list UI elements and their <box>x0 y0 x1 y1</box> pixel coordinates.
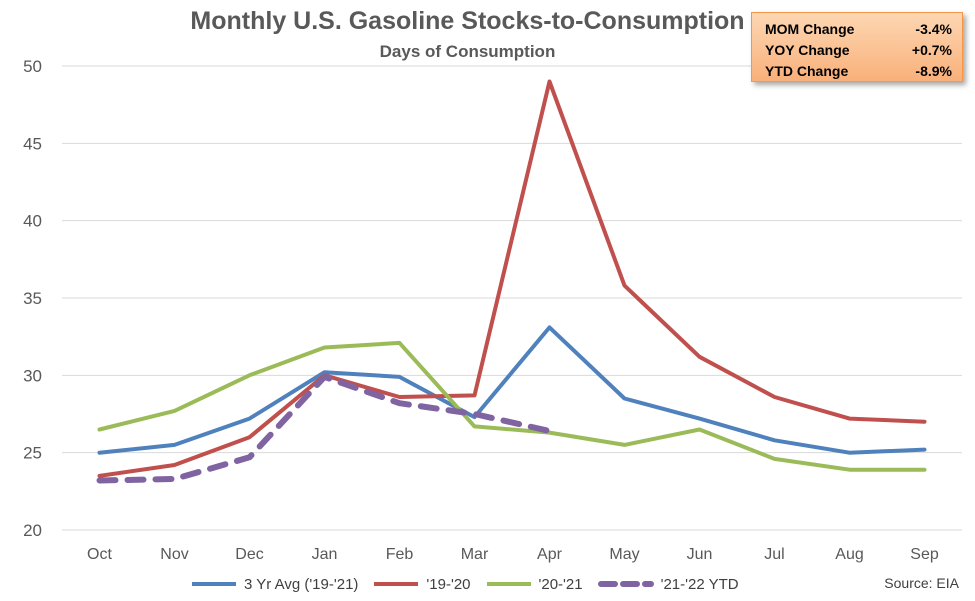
series-line-19-20 <box>97 79 927 478</box>
chart-legend: 3 Yr Avg ('19-'21) '19-'20 '20-'21 '21-'… <box>190 573 753 595</box>
x-tick-label: Oct <box>87 546 112 563</box>
x-tick-label: Apr <box>537 546 563 563</box>
legend-label-20-21: '20-'21 <box>538 575 583 593</box>
x-tick-label: Sep <box>910 546 939 563</box>
mom-change-row: MOM Change -3.4% <box>765 19 952 40</box>
y-tick-label: 40 <box>23 212 42 231</box>
series-line-3yr-avg <box>97 325 927 455</box>
y-tick-label: 50 <box>23 57 42 76</box>
y-tick-label: 25 <box>23 444 42 463</box>
legend-label-19-20: '19-'20 <box>426 575 471 593</box>
yoy-change-label: YOY Change <box>765 42 850 58</box>
legend-swatch-19-20 <box>374 582 419 586</box>
x-tick-label: Jul <box>764 546 784 563</box>
ytd-change-value: -8.9% <box>915 63 952 79</box>
x-tick-label: Nov <box>160 546 188 563</box>
yoy-change-value: +0.7% <box>911 42 952 58</box>
x-tick-label: Mar <box>461 546 489 563</box>
y-tick-label: 20 <box>23 521 42 540</box>
legend-swatch-3yr-avg <box>192 582 236 586</box>
x-tick-label: Dec <box>235 546 263 563</box>
y-tick-label: 35 <box>23 289 42 308</box>
legend-label-21-22-ytd: '21-'22 YTD <box>660 575 739 593</box>
chart-title: Monthly U.S. Gasoline Stocks-to-Consumpt… <box>190 7 745 35</box>
legend-label-3yr-avg: 3 Yr Avg ('19-'21) <box>244 575 359 593</box>
series-line-21-22-ytd <box>96 373 553 484</box>
x-tick-label: Aug <box>835 546 863 563</box>
y-tick-label: 45 <box>23 134 42 153</box>
source-note: Source: EIA <box>884 575 959 591</box>
legend-swatch-21-22-ytd <box>597 581 654 587</box>
legend-item-19-20: '19-'20 <box>372 575 471 593</box>
x-tick-label: Jan <box>312 546 338 563</box>
series-line-20-21 <box>97 340 927 472</box>
yoy-change-row: YOY Change +0.7% <box>765 40 952 61</box>
mom-change-value: -3.4% <box>915 21 952 37</box>
x-tick-label: Feb <box>386 546 414 563</box>
mom-change-label: MOM Change <box>765 21 855 37</box>
ytd-change-label: YTD Change <box>765 63 849 79</box>
legend-item-21-22-ytd: '21-'22 YTD <box>597 576 739 593</box>
legend-item-20-21: '20-'21 <box>485 576 583 593</box>
legend-item-3yr-avg: 3 Yr Avg ('19-'21) <box>190 576 358 593</box>
y-tick-label: 30 <box>23 366 42 385</box>
ytd-change-row: YTD Change -8.9% <box>765 61 952 82</box>
x-tick-label: May <box>609 546 639 563</box>
x-tick-label: Jun <box>687 546 713 563</box>
chart-subtitle: Days of Consumption <box>379 42 556 61</box>
legend-swatch-20-21 <box>486 582 531 586</box>
stats-box: MOM Change -3.4% YOY Change +0.7% YTD Ch… <box>751 12 963 82</box>
